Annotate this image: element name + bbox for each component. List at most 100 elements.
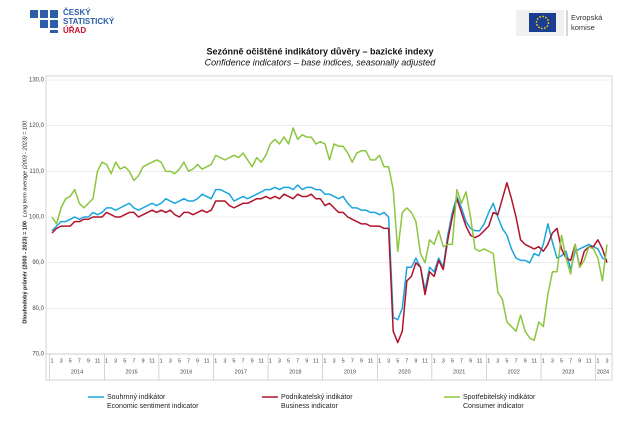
y-axis-label-en: Long term average (2003 - 2023) = 100 xyxy=(22,120,28,217)
chart-subtitle: Confidence indicators – base indices, se… xyxy=(205,57,437,67)
x-tick-label: 3 xyxy=(387,358,390,364)
y-axis-title: Dlouhodobý průměr (2003 - 2023) = 100 Lo… xyxy=(21,120,28,324)
x-tick-label: 11 xyxy=(422,358,428,364)
x-tick-label: 1 xyxy=(487,358,490,364)
eu-text: Evropská xyxy=(571,13,603,22)
legend-label: Souhrnný indikátor xyxy=(107,394,166,401)
x-tick-label: 7 xyxy=(242,358,245,364)
x-tick-label: 3 xyxy=(169,358,172,364)
x-tick-label: 1 xyxy=(433,358,436,364)
x-tick-label: 1 xyxy=(105,358,108,364)
x-tick-label: 9 xyxy=(360,358,363,364)
logo-text: ČESKÝ xyxy=(63,8,91,17)
x-tick-label: 7 xyxy=(405,358,408,364)
eu-stars xyxy=(535,15,550,30)
year-label: 2016 xyxy=(180,369,192,375)
year-label: 2017 xyxy=(235,369,247,375)
logo-shape xyxy=(50,20,58,28)
x-tick-label: 11 xyxy=(95,358,101,364)
x-tick-label: 5 xyxy=(342,358,345,364)
y-tick-label: 110,0 xyxy=(29,169,44,175)
y-tick-label: 70,0 xyxy=(32,352,44,358)
x-tick-label: 5 xyxy=(232,358,235,364)
x-tick-label: 11 xyxy=(149,358,155,364)
csu-logo: ČESKÝ STATISTICKÝ ÚŘAD xyxy=(30,8,115,35)
year-label: 2021 xyxy=(453,369,465,375)
x-tick-label: 9 xyxy=(414,358,417,364)
x-tick-label: 3 xyxy=(223,358,226,364)
logo-text: ÚŘAD xyxy=(63,26,86,35)
x-tick-label: 1 xyxy=(323,358,326,364)
legend-label: Spotřebitelský indikátor xyxy=(463,394,536,401)
year-label: 2019 xyxy=(344,369,356,375)
x-tick-label: 7 xyxy=(296,358,299,364)
plot-frame xyxy=(45,75,613,381)
logo-shape xyxy=(50,30,58,33)
y-tick-label: 120,0 xyxy=(29,123,45,129)
y-tick-label: 100,0 xyxy=(29,215,45,221)
x-tick-label: 11 xyxy=(368,358,374,364)
x-tick-label: 5 xyxy=(178,358,181,364)
x-tick-label: 9 xyxy=(578,358,581,364)
x-tick-label: 9 xyxy=(87,358,90,364)
x-tick-label: 5 xyxy=(396,358,399,364)
y-tick-label: 130,0 xyxy=(29,78,45,84)
x-tick-label: 1 xyxy=(50,358,53,364)
x-tick-label: 9 xyxy=(524,358,527,364)
x-tick-label: 3 xyxy=(333,358,336,364)
logo-shape xyxy=(30,10,38,18)
y-tick-label: 80,0 xyxy=(32,306,44,312)
x-tick-label: 1 xyxy=(269,358,272,364)
chart-title: Sezónně očištěné indikátory důvěry – baz… xyxy=(206,46,433,56)
year-label: 2014 xyxy=(71,369,83,375)
legend-label-en: Business indicator xyxy=(281,403,338,410)
x-tick-label: 5 xyxy=(287,358,290,364)
year-label: 2020 xyxy=(398,369,410,375)
x-tick-label: 1 xyxy=(542,358,545,364)
series-line xyxy=(51,184,608,321)
year-label: 2015 xyxy=(125,369,137,375)
x-tick-label: 9 xyxy=(196,358,199,364)
x-tick-label: 1 xyxy=(160,358,163,364)
x-tick-label: 5 xyxy=(69,358,72,364)
x-tick-label: 11 xyxy=(204,358,210,364)
logo-shape xyxy=(40,20,48,28)
legend-label-en: Consumer indicator xyxy=(463,403,524,410)
x-tick-label: 3 xyxy=(496,358,499,364)
eu-flag xyxy=(529,13,556,32)
x-tick-label: 7 xyxy=(569,358,572,364)
x-tick-label: 3 xyxy=(551,358,554,364)
year-label: 2023 xyxy=(562,369,574,375)
x-tick-label: 3 xyxy=(60,358,63,364)
legend-label-en: Economic sentiment indicator xyxy=(107,403,199,410)
x-tick-label: 9 xyxy=(141,358,144,364)
x-tick-label: 7 xyxy=(132,358,135,364)
logo-text: STATISTICKÝ xyxy=(63,17,115,26)
x-tick-label: 9 xyxy=(305,358,308,364)
x-tick-label: 7 xyxy=(78,358,81,364)
year-label: 2024 xyxy=(597,369,609,375)
x-tick-label: 11 xyxy=(258,358,264,364)
x-tick-label: 5 xyxy=(123,358,126,364)
x-tick-label: 1 xyxy=(378,358,381,364)
x-tick-label: 7 xyxy=(351,358,354,364)
x-tick-label: 11 xyxy=(477,358,483,364)
x-tick-label: 7 xyxy=(514,358,517,364)
x-tick-label: 11 xyxy=(531,358,537,364)
year-label: 2018 xyxy=(289,369,301,375)
legend-label: Podnikatelský indikátor xyxy=(281,394,353,401)
x-tick-label: 5 xyxy=(505,358,508,364)
x-tick-label: 5 xyxy=(560,358,563,364)
x-tick-label: 3 xyxy=(605,358,608,364)
series-line xyxy=(51,182,608,344)
logo-shape xyxy=(50,10,58,18)
x-tick-label: 11 xyxy=(313,358,319,364)
eu-text: komise xyxy=(571,23,595,32)
x-tick-label: 7 xyxy=(187,358,190,364)
y-axis-label: Dlouhodobý průměr (2003 - 2023) = 100 xyxy=(21,221,28,324)
x-tick-label: 9 xyxy=(469,358,472,364)
x-tick-label: 3 xyxy=(278,358,281,364)
logo-shape xyxy=(40,10,48,18)
